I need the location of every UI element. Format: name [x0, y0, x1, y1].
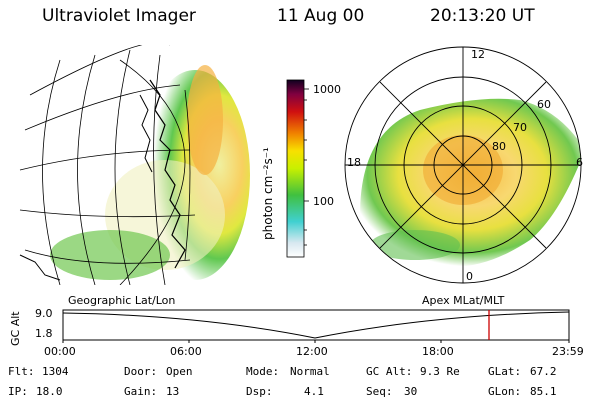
xtick-1200: 12:00 [296, 345, 328, 358]
coastline [149, 79, 186, 269]
ip-value: 18.0 [36, 385, 63, 398]
mode-value: Normal [290, 365, 330, 378]
time-label: 20:13:20 UT [430, 6, 535, 26]
flight-label: Flt: [8, 365, 35, 378]
glat-label: GLat: [488, 365, 522, 378]
seq-value: 30 [404, 385, 418, 398]
geographic-map [19, 45, 250, 285]
mlt-label-18: 18 [347, 156, 361, 169]
dsp-value: 4.1 [304, 385, 324, 398]
mlat-label-80: 80 [492, 140, 506, 153]
mlt-label-12: 12 [471, 48, 485, 61]
xtick-0000: 00:00 [44, 345, 76, 358]
left-panel-title: Geographic Lat/Lon [68, 294, 176, 307]
colorbar-tick-100: 100 [313, 195, 334, 208]
xtick-2359: 23:59 [552, 345, 584, 358]
colorbar-tick-1000: 1000 [313, 83, 341, 96]
door-label: Door: [124, 365, 158, 378]
gain-value: 13 [166, 385, 180, 398]
gcalt-label: GC Alt: [366, 365, 413, 378]
mlat-label-70: 70 [513, 121, 527, 134]
gain-label: Gain: [124, 385, 158, 398]
flight-value: 1304 [42, 365, 69, 378]
date-label: 11 Aug 00 [277, 6, 365, 26]
altitude-ytick-high: 9.0 [35, 307, 53, 320]
glon-value: 85.1 [530, 385, 557, 398]
altitude-ylabel: GC Alt [9, 311, 22, 346]
mlt-label-6: 6 [576, 156, 583, 169]
altitude-ytick-low: 1.8 [35, 327, 53, 340]
dsp-label: Dsp: [246, 385, 273, 398]
glat-value: 67.2 [530, 365, 557, 378]
mlt-label-0: 0 [466, 270, 473, 283]
seq-label: Seq: [366, 385, 393, 398]
altitude-plot [62, 309, 570, 343]
door-value: Open [166, 365, 193, 378]
glon-label: GLon: [488, 385, 522, 398]
colorbar-label: photon cm⁻²s⁻¹ [261, 147, 275, 240]
xtick-0600: 06:00 [170, 345, 202, 358]
mlat-label-60: 60 [537, 98, 551, 111]
xtick-1800: 18:00 [422, 345, 454, 358]
gcalt-value: 9.3 Re [420, 365, 460, 378]
altitude-curve [62, 311, 570, 339]
mode-label: Mode: [246, 365, 280, 378]
ip-label: IP: [8, 385, 28, 398]
colorbar [286, 79, 305, 258]
instrument-title: Ultraviolet Imager [42, 6, 196, 26]
right-panel-title: Apex MLat/MLT [422, 294, 505, 307]
polar-map [344, 46, 582, 284]
